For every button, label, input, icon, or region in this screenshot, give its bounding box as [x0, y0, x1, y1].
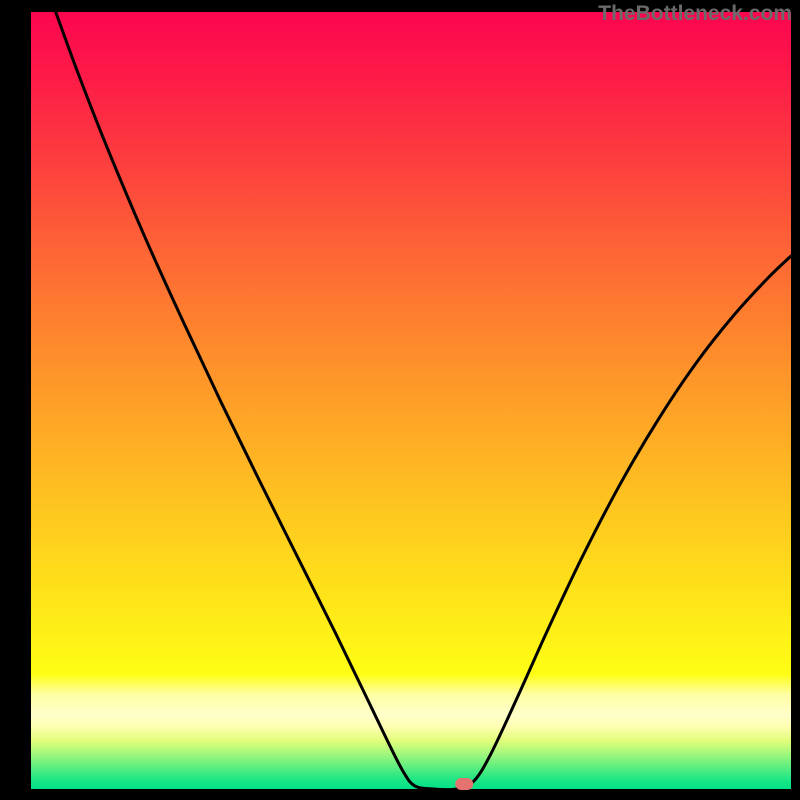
optimum-marker	[455, 778, 473, 790]
chart-svg	[0, 0, 800, 800]
watermark-text: TheBottleneck.com	[598, 2, 792, 26]
gradient-background	[31, 12, 791, 789]
chart-stage: TheBottleneck.com	[0, 0, 800, 800]
